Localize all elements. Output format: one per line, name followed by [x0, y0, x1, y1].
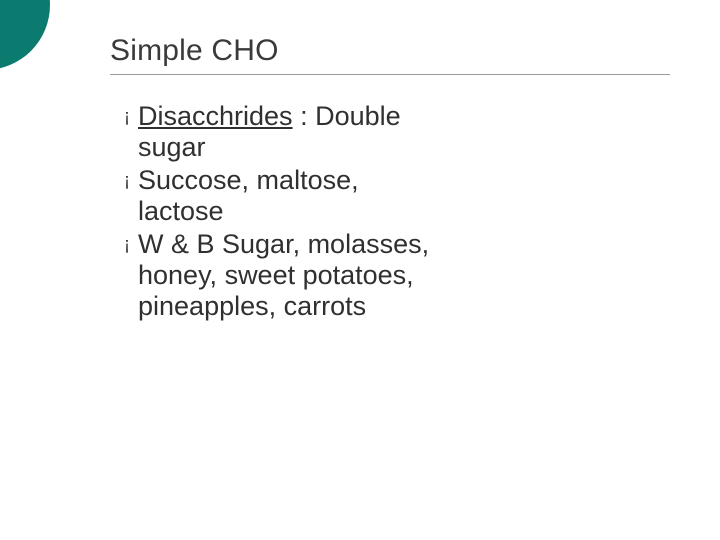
- bullet-icon: ¡: [124, 165, 130, 196]
- list-item-rest: W & B Sugar, molasses, honey, sweet pota…: [138, 229, 429, 321]
- list-item-text: Succose, maltose, lactose: [138, 165, 440, 227]
- slide-title: Simple CHO: [110, 34, 670, 75]
- list-item: ¡ Disacchrides : Double sugar: [124, 101, 440, 163]
- bullet-icon: ¡: [124, 101, 130, 132]
- list-item-text: Disacchrides : Double sugar: [138, 101, 440, 163]
- list-item: ¡ Succose, maltose, lactose: [124, 165, 440, 227]
- list-item-rest: Succose, maltose, lactose: [138, 165, 359, 226]
- slide-body: ¡ Disacchrides : Double sugar ¡ Succose,…: [110, 101, 440, 322]
- list-item: ¡ W & B Sugar, molasses, honey, sweet po…: [124, 229, 440, 322]
- corner-decoration: [0, 0, 60, 120]
- bullet-icon: ¡: [124, 229, 130, 260]
- slide-content: Simple CHO ¡ Disacchrides : Double sugar…: [110, 34, 670, 324]
- list-item-text: W & B Sugar, molasses, honey, sweet pota…: [138, 229, 440, 322]
- list-item-lead: Disacchrides: [138, 101, 293, 131]
